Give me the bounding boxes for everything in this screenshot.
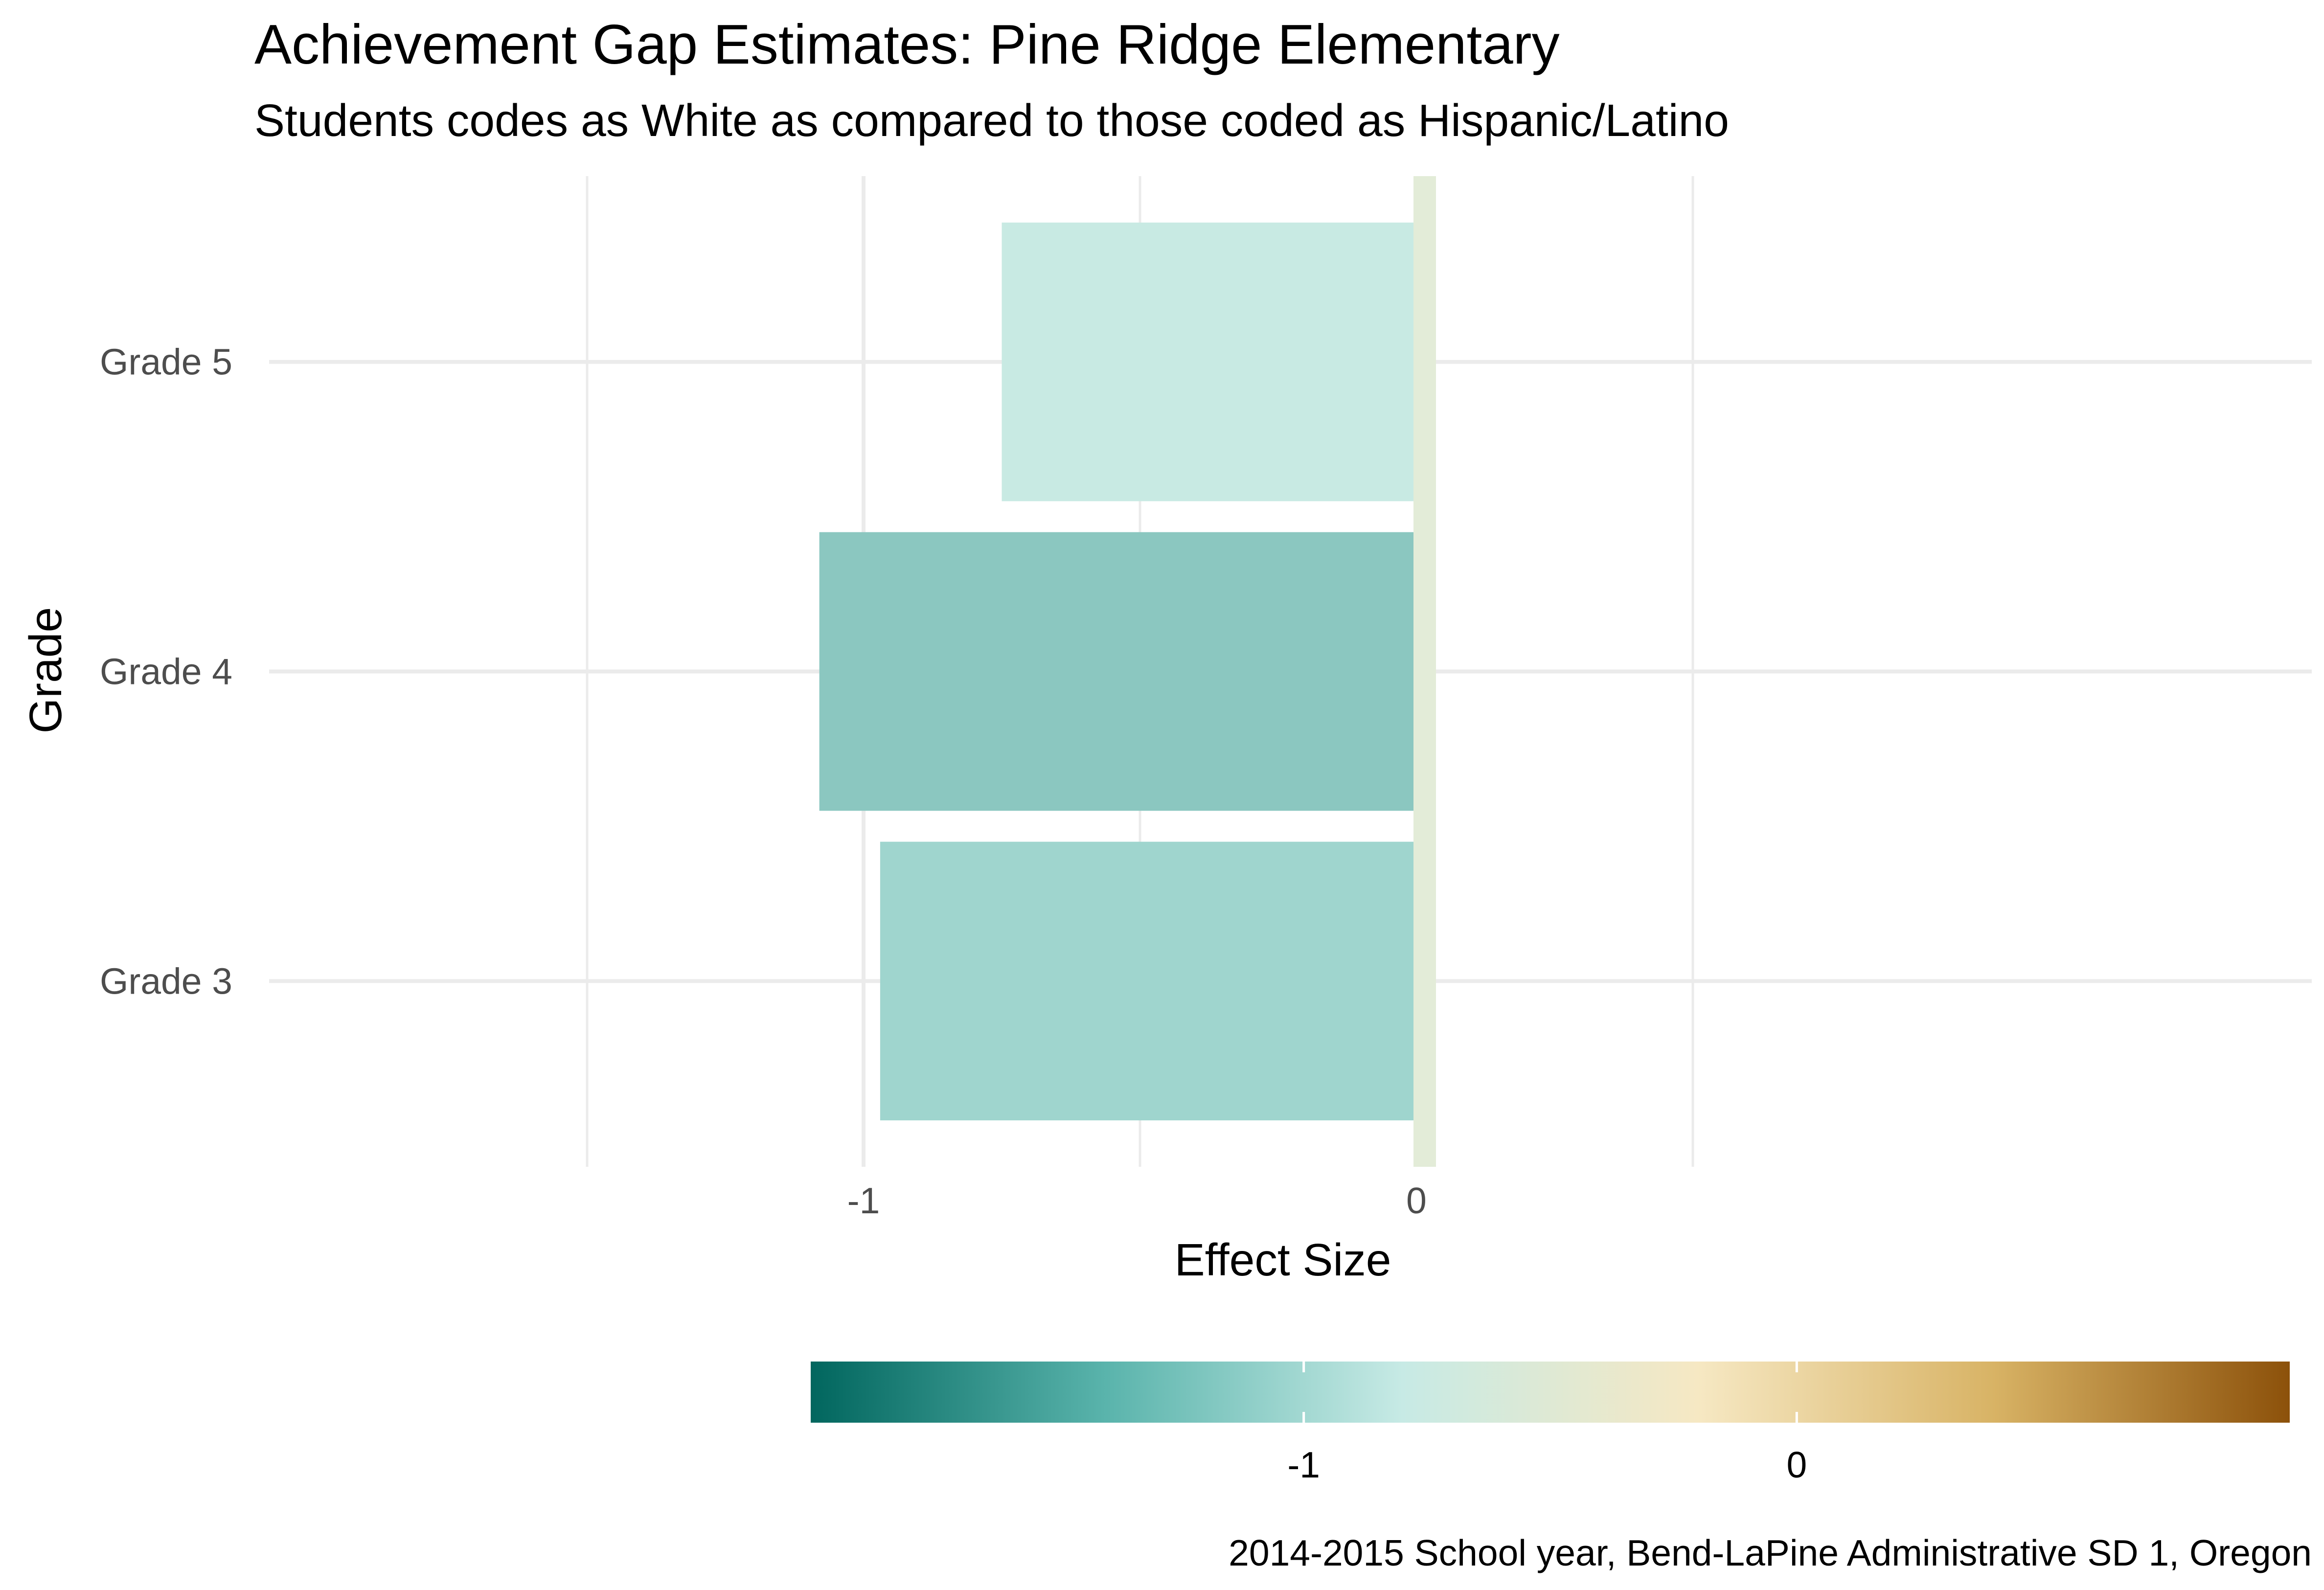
bars: [819, 222, 1416, 1121]
y-tick-label: Grade 4: [100, 651, 232, 692]
y-tick-label: Grade 3: [100, 960, 232, 1001]
chart-subtitle: Students codes as White as compared to t…: [254, 95, 1729, 146]
plot-panel: Grade 3 Grade 4 Grade 5 -1 0: [100, 176, 2312, 1221]
chart-title: Achievement Gap Estimates: Pine Ridge El…: [254, 14, 1560, 76]
x-axis-title: Effect Size: [1175, 1234, 1391, 1285]
zero-reference-line: [1413, 176, 1436, 1167]
y-tick-label: Grade 5: [100, 341, 232, 383]
bar-grade-5: [1002, 222, 1416, 501]
colorbar: [811, 1362, 2290, 1423]
chart-caption: 2014-2015 School year, Bend-LaPine Admin…: [1229, 1532, 2312, 1573]
y-axis-title: Grade: [20, 607, 71, 733]
colorbar-ticks: -1 0: [1287, 1362, 1807, 1485]
x-tick-label: 0: [1406, 1180, 1427, 1221]
colorbar-tick-label: 0: [1786, 1444, 1807, 1485]
bar-grade-4: [819, 532, 1416, 811]
x-tick-label: -1: [847, 1180, 880, 1221]
colorbar-legend: -1 0: [811, 1362, 2290, 1485]
x-axis-tick-labels: -1 0: [847, 1180, 1427, 1221]
bar-grade-3: [880, 841, 1416, 1121]
colorbar-tick-label: -1: [1287, 1444, 1320, 1485]
y-axis-tick-labels: Grade 3 Grade 4 Grade 5: [100, 341, 232, 1002]
